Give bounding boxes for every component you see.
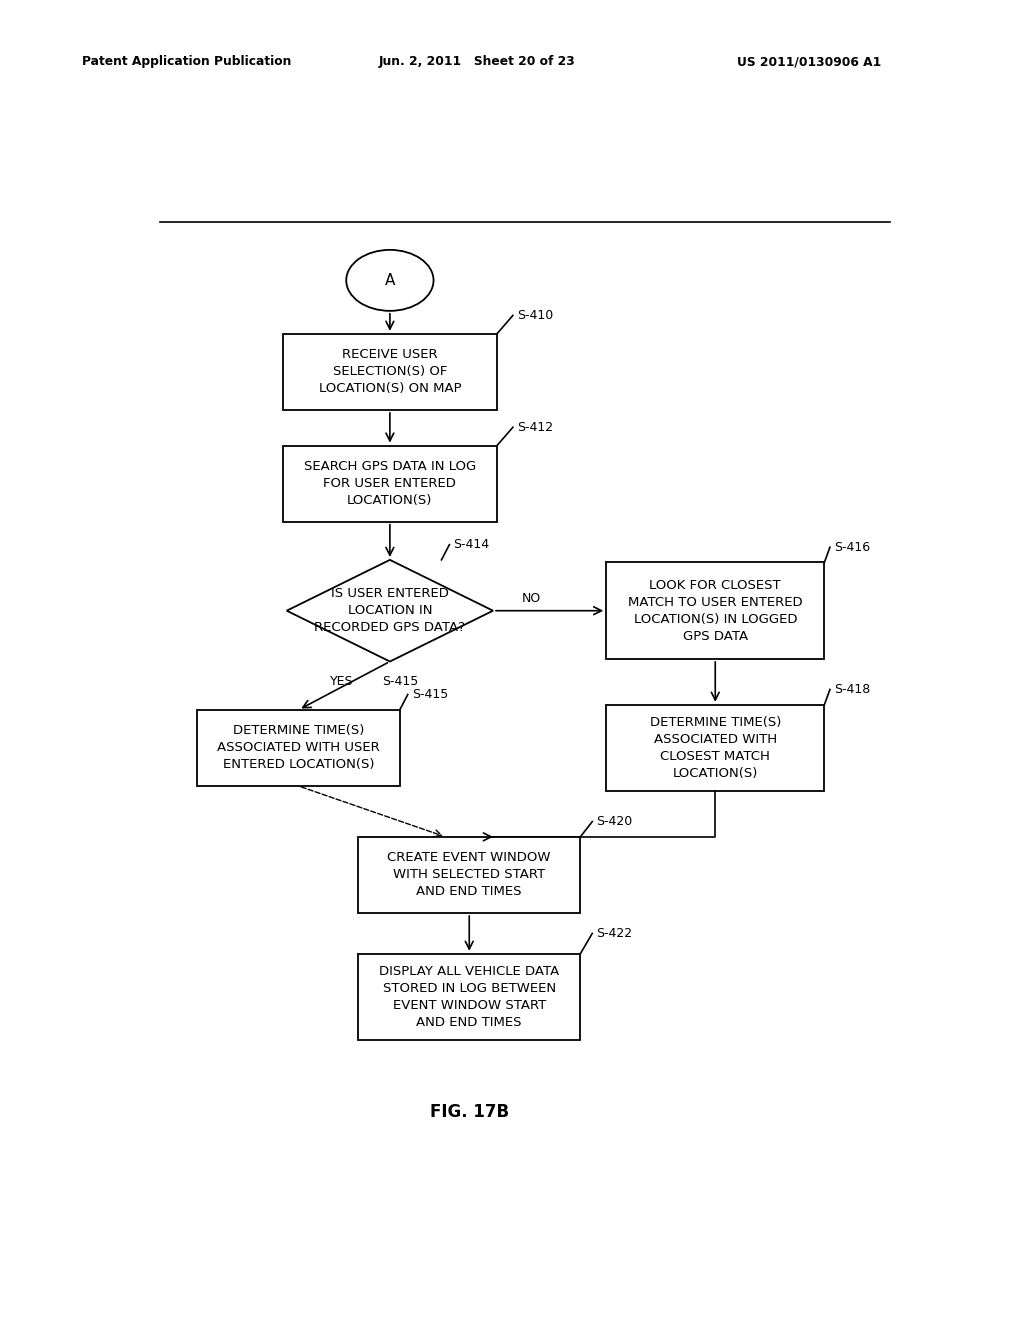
FancyBboxPatch shape	[606, 562, 824, 659]
FancyBboxPatch shape	[358, 837, 581, 913]
Ellipse shape	[346, 249, 433, 312]
FancyBboxPatch shape	[283, 446, 497, 521]
Text: S-412: S-412	[517, 421, 553, 434]
FancyBboxPatch shape	[358, 954, 581, 1040]
Text: IS USER ENTERED
LOCATION IN
RECORDED GPS DATA?: IS USER ENTERED LOCATION IN RECORDED GPS…	[314, 587, 465, 634]
Text: DETERMINE TIME(S)
ASSOCIATED WITH
CLOSEST MATCH
LOCATION(S): DETERMINE TIME(S) ASSOCIATED WITH CLOSES…	[649, 715, 781, 780]
Text: DISPLAY ALL VEHICLE DATA
STORED IN LOG BETWEEN
EVENT WINDOW START
AND END TIMES: DISPLAY ALL VEHICLE DATA STORED IN LOG B…	[379, 965, 559, 1028]
Text: S-416: S-416	[834, 541, 870, 553]
Text: CREATE EVENT WINDOW
WITH SELECTED START
AND END TIMES: CREATE EVENT WINDOW WITH SELECTED START …	[387, 851, 551, 899]
Text: S-422: S-422	[596, 927, 633, 940]
Text: US 2011/0130906 A1: US 2011/0130906 A1	[737, 55, 882, 69]
Text: NO: NO	[522, 591, 541, 605]
Text: S-415: S-415	[382, 676, 418, 688]
Text: LOOK FOR CLOSEST
MATCH TO USER ENTERED
LOCATION(S) IN LOGGED
GPS DATA: LOOK FOR CLOSEST MATCH TO USER ENTERED L…	[628, 578, 803, 643]
Text: DETERMINE TIME(S)
ASSOCIATED WITH USER
ENTERED LOCATION(S): DETERMINE TIME(S) ASSOCIATED WITH USER E…	[217, 725, 380, 771]
FancyBboxPatch shape	[606, 705, 824, 791]
Text: S-418: S-418	[834, 682, 870, 696]
Text: RECEIVE USER
SELECTION(S) OF
LOCATION(S) ON MAP: RECEIVE USER SELECTION(S) OF LOCATION(S)…	[318, 348, 461, 396]
Text: YES: YES	[331, 676, 354, 688]
Polygon shape	[287, 560, 494, 661]
Text: S-410: S-410	[517, 309, 553, 322]
Text: SEARCH GPS DATA IN LOG
FOR USER ENTERED
LOCATION(S): SEARCH GPS DATA IN LOG FOR USER ENTERED …	[304, 461, 476, 507]
Text: Patent Application Publication: Patent Application Publication	[82, 55, 291, 69]
Text: S-415: S-415	[412, 688, 447, 701]
Text: FIG. 17B: FIG. 17B	[430, 1102, 509, 1121]
Text: S-420: S-420	[596, 816, 633, 828]
FancyBboxPatch shape	[198, 710, 399, 785]
Text: A: A	[385, 273, 395, 288]
Text: Jun. 2, 2011   Sheet 20 of 23: Jun. 2, 2011 Sheet 20 of 23	[379, 55, 575, 69]
Text: S-414: S-414	[454, 539, 489, 552]
FancyBboxPatch shape	[283, 334, 497, 411]
